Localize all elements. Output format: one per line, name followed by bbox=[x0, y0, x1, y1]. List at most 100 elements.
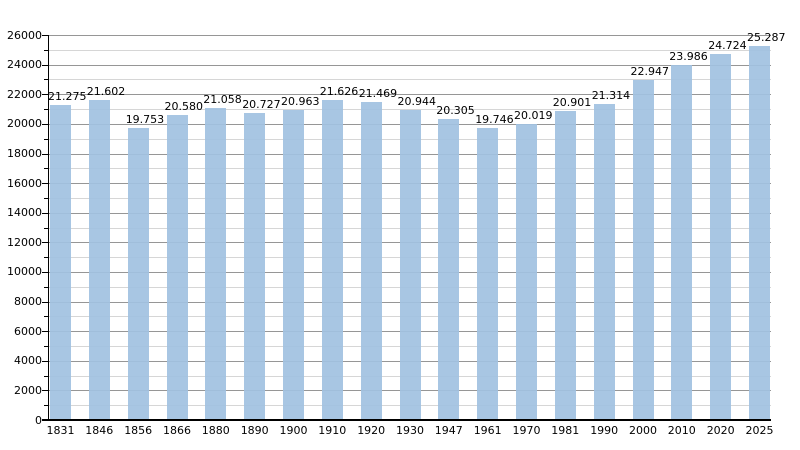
y-axis-major-tick bbox=[42, 35, 48, 36]
bar-value-label: 20.019 bbox=[514, 108, 553, 122]
y-axis-major-tick bbox=[42, 390, 48, 392]
bar bbox=[593, 104, 615, 420]
bar bbox=[399, 109, 421, 420]
bar bbox=[50, 105, 71, 420]
y-major-gridline bbox=[48, 64, 771, 66]
bar-value-label: 20.580 bbox=[164, 100, 204, 114]
y-major-gridline bbox=[48, 35, 771, 36]
bar bbox=[88, 100, 110, 420]
y-axis-minor-tick bbox=[44, 375, 48, 377]
y-axis-tick-label: 6000 bbox=[14, 324, 42, 338]
x-axis-label: 1831 bbox=[46, 424, 75, 437]
y-axis-tick-label: 14000 bbox=[7, 206, 42, 220]
x-axis-label: 2025 bbox=[745, 424, 774, 437]
bar bbox=[244, 113, 266, 420]
y-axis-minor-tick bbox=[44, 227, 48, 229]
y-axis-tick-label: 10000 bbox=[7, 265, 42, 279]
y-axis-tick-label: 26000 bbox=[7, 28, 42, 42]
bar-value-label: 21.275 bbox=[48, 90, 87, 103]
bar-value-label: 21.602 bbox=[86, 85, 126, 99]
bar-value-label: 19.753 bbox=[125, 112, 165, 126]
x-axis-label: 1900 bbox=[279, 424, 308, 437]
y-minor-gridline bbox=[48, 79, 771, 81]
y-axis-tick-label: 2000 bbox=[14, 383, 42, 397]
x-axis-label: 1866 bbox=[163, 424, 191, 437]
bar-value-label: 20.305 bbox=[436, 104, 475, 118]
bar-value-label: 21.469 bbox=[358, 87, 398, 101]
bar-value-label: 21.058 bbox=[203, 93, 242, 107]
y-axis-minor-tick bbox=[44, 405, 48, 407]
y-axis-minor-tick bbox=[44, 168, 48, 170]
y-axis-major-tick bbox=[42, 64, 48, 66]
bar bbox=[438, 119, 460, 420]
bar-value-label: 23.986 bbox=[669, 49, 708, 63]
bar bbox=[516, 123, 537, 420]
bar bbox=[554, 110, 576, 420]
y-axis-major-tick bbox=[42, 271, 48, 273]
x-axis-label: 1920 bbox=[357, 424, 386, 437]
x-axis-label: 1981 bbox=[551, 424, 580, 437]
bar-value-label: 20.727 bbox=[242, 98, 281, 112]
bar bbox=[671, 64, 693, 420]
y-axis-major-tick bbox=[42, 94, 48, 96]
x-axis-label: 1890 bbox=[240, 424, 269, 437]
bar bbox=[360, 102, 382, 420]
y-axis-tick-label: 0 bbox=[35, 413, 42, 427]
y-minor-gridline bbox=[48, 49, 771, 51]
y-axis-minor-tick bbox=[44, 109, 48, 110]
y-axis-line bbox=[48, 35, 49, 420]
x-axis-label: 2020 bbox=[706, 424, 735, 437]
y-axis-tick-label: 22000 bbox=[7, 87, 42, 101]
bar-value-label: 22.947 bbox=[630, 65, 670, 79]
y-axis-minor-tick bbox=[44, 138, 48, 140]
x-axis-label: 1910 bbox=[318, 424, 347, 437]
bar-value-label: 21.314 bbox=[591, 89, 631, 103]
y-axis-major-tick bbox=[42, 301, 48, 303]
y-axis-tick-label: 4000 bbox=[14, 354, 42, 368]
bar bbox=[205, 108, 227, 420]
bar bbox=[477, 127, 499, 420]
bar bbox=[321, 99, 343, 420]
y-axis-minor-tick bbox=[44, 316, 48, 318]
x-axis-label: 1846 bbox=[85, 424, 114, 437]
bar-value-label: 21.626 bbox=[319, 84, 359, 98]
y-axis-minor-tick bbox=[44, 257, 48, 259]
bar-value-label: 20.901 bbox=[552, 95, 592, 109]
y-minor-gridline bbox=[48, 109, 771, 110]
bar bbox=[749, 45, 770, 420]
y-axis-major-tick bbox=[42, 331, 48, 333]
y-axis-minor-tick bbox=[44, 79, 48, 81]
x-axis-label: 1930 bbox=[396, 424, 424, 437]
bar bbox=[710, 53, 732, 420]
bar-value-label: 20.944 bbox=[397, 94, 437, 108]
y-axis-major-tick bbox=[42, 360, 48, 362]
y-axis-tick-label: 16000 bbox=[7, 176, 42, 190]
x-axis-label: 2000 bbox=[629, 424, 657, 437]
x-axis-label: 1990 bbox=[590, 424, 619, 437]
x-axis-line bbox=[42, 419, 771, 421]
bar-value-label: 25.287 bbox=[747, 30, 786, 44]
bar bbox=[166, 115, 188, 420]
x-axis-label: 2010 bbox=[667, 424, 696, 437]
y-axis-tick-label: 12000 bbox=[7, 235, 42, 249]
y-axis-tick-label: 20000 bbox=[7, 117, 42, 131]
y-axis-tick-label: 24000 bbox=[7, 58, 42, 72]
x-axis-label: 1961 bbox=[473, 424, 502, 437]
bar-value-label: 20.963 bbox=[281, 94, 320, 108]
bar bbox=[127, 127, 149, 420]
bar-value-label: 19.746 bbox=[475, 112, 514, 126]
y-axis-major-tick bbox=[42, 212, 48, 214]
y-axis-minor-tick bbox=[44, 286, 48, 288]
y-axis-minor-tick bbox=[44, 49, 48, 51]
y-axis-tick-label: 8000 bbox=[14, 295, 42, 308]
x-axis-label: 1856 bbox=[124, 424, 153, 437]
y-axis-major-tick bbox=[42, 123, 48, 125]
bar-value-label: 24.724 bbox=[708, 38, 747, 52]
x-axis-label: 1880 bbox=[201, 424, 230, 437]
y-axis-minor-tick bbox=[44, 197, 48, 199]
y-axis-major-tick bbox=[42, 242, 48, 244]
y-major-gridline bbox=[48, 94, 771, 96]
bar bbox=[632, 80, 654, 420]
x-axis-label: 1970 bbox=[512, 424, 541, 437]
